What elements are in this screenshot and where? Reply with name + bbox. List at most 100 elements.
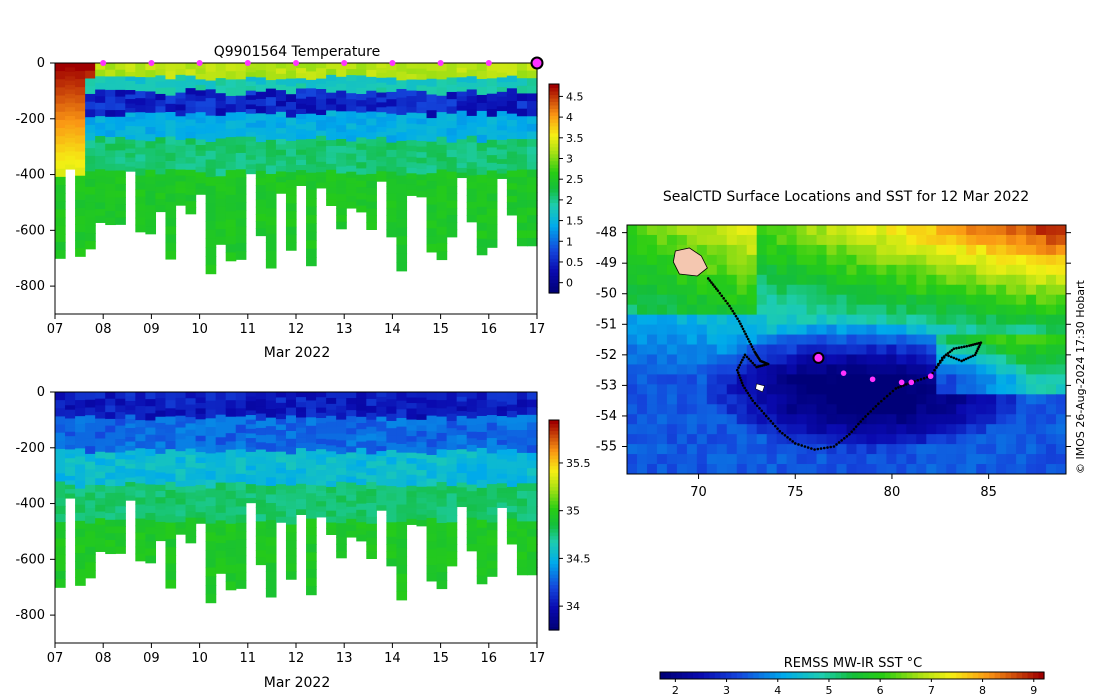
section-cell [125,401,136,407]
temperature-y-axis: 0-200-400-600-800 [15,56,55,294]
colorbar-segment [549,469,559,474]
section-cell [316,392,327,398]
section-cell [275,166,287,173]
section-cell [205,532,217,542]
section-cell [245,164,257,170]
section-cell [225,581,237,591]
section-cell [456,482,468,488]
section-cell [165,193,177,203]
section-cell [185,176,197,183]
sst-cell [986,364,997,375]
sst-cell [736,404,748,415]
section-cell [416,503,428,510]
section-cell [326,397,337,405]
sst-cell [956,314,967,326]
sst-cell [676,464,688,474]
sst-cell [826,454,838,465]
sst-cell [806,354,818,366]
section-cell [456,77,468,83]
section-cell [306,543,317,554]
section-cell [275,176,287,183]
section-cell [285,156,297,165]
section-cell [406,502,418,509]
section-cell [496,449,508,456]
colorbar-segment [549,570,559,575]
sst-cell [656,294,668,306]
section-cell [416,163,428,170]
section-cell [285,563,297,572]
section-cell [255,535,267,544]
section-cell [55,185,66,194]
section-cell [125,144,136,150]
section-cell [486,438,498,447]
sst-cell [816,284,828,296]
section-cell [245,405,257,412]
section-cell [446,171,458,180]
sst-cell [936,414,947,425]
section-cell [436,177,448,187]
sst-cell [646,404,658,415]
section-cell [275,133,287,140]
colorbar-segment [549,476,559,481]
sst-cell [686,454,698,465]
section-cell [185,517,197,525]
section-cell [205,264,217,275]
section-cell [85,93,96,103]
section-cell [336,187,347,195]
sst-cell [786,225,798,236]
sst-cell [926,424,937,435]
track-point [735,368,739,372]
section-cell [406,452,418,459]
section-cell [245,63,257,69]
section-cell [205,220,217,231]
colorbar-tick-label: 7 [928,684,935,697]
section-cell [426,510,438,519]
sst-cell [1056,264,1066,276]
section-cell [296,437,307,444]
section-cell [496,159,508,165]
sst-cell [846,304,858,316]
sst-cell [646,344,658,356]
sst-cell [726,344,738,356]
sst-cell [726,284,738,296]
section-cell [125,94,136,100]
track-point [835,443,838,446]
section-cell [245,118,257,124]
section-cell [296,134,307,141]
surface-marker [244,60,251,66]
section-cell [175,451,187,458]
sst-cell [836,264,848,276]
section-cell [406,414,418,421]
sst-cell [996,264,1007,276]
section-cell [175,474,187,482]
sst-cell [956,274,967,286]
section-cell [135,196,146,205]
sst-cell [816,454,828,465]
colorbar-segment [549,532,559,537]
section-cell [396,478,408,488]
section-cell [316,83,327,90]
section-cell [516,200,528,209]
sst-cell [946,394,957,405]
sst-cell [876,294,888,306]
section-cell [396,443,408,454]
section-cell [306,442,317,452]
sst-cell [766,334,778,346]
sst-cell [726,324,738,336]
section-cell [356,503,367,511]
sst-cell [866,314,878,326]
section-cell [496,502,508,508]
section-cell [416,180,428,187]
section-cell [306,248,317,258]
sst-cell [796,314,808,326]
sst-cell [766,304,778,316]
section-cell [105,499,116,507]
section-cell [155,422,167,430]
section-cell [436,547,448,557]
section-cell [205,392,217,402]
section-cell [55,408,66,418]
sst-cell [836,334,848,346]
colorbar-segment [549,289,559,294]
section-cell [506,524,518,532]
section-cell [496,67,508,74]
